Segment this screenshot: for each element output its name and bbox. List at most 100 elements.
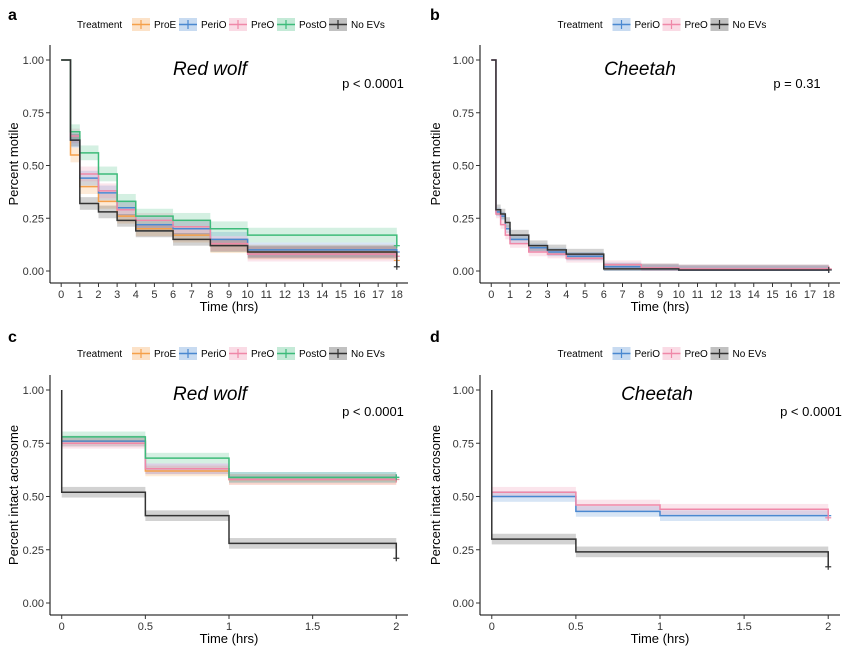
p-value: p < 0.0001 xyxy=(342,76,404,91)
x-tick-label: 0 xyxy=(59,621,65,633)
x-tick-label: 3 xyxy=(114,289,120,301)
legend-label: PeriO xyxy=(201,20,227,31)
legend-label: PeriO xyxy=(635,349,661,360)
x-tick-label: 15 xyxy=(766,289,778,301)
x-tick-label: 1 xyxy=(226,621,232,633)
legend-label: PreO xyxy=(685,20,709,31)
x-axis-title: Time (hrs) xyxy=(631,631,690,646)
legend-item: PeriO xyxy=(179,18,227,31)
x-tick-label: 5 xyxy=(151,289,157,301)
y-tick-label: 0.50 xyxy=(453,161,474,173)
x-tick-label: 3 xyxy=(544,289,550,301)
y-tick-label: 0.25 xyxy=(453,213,474,225)
survival-curve-no-evs xyxy=(61,59,398,267)
y-tick-label: 0.75 xyxy=(453,108,474,120)
y-tick-label: 0.00 xyxy=(23,266,44,278)
survival-curve-posto xyxy=(61,436,397,479)
legend-item: No EVs xyxy=(710,347,767,360)
x-tick-label: 12 xyxy=(279,289,291,301)
legend-title: Treatment xyxy=(558,349,603,360)
y-tick-label: 0.75 xyxy=(23,108,44,120)
survival-curve-perio xyxy=(491,495,829,517)
p-value: p < 0.0001 xyxy=(780,404,842,419)
legend-title: Treatment xyxy=(77,20,122,31)
x-tick-label: 6 xyxy=(601,289,607,301)
survival-curve-no-evs xyxy=(491,390,829,567)
survival-curve-preo xyxy=(61,442,397,481)
x-tick-label: 10 xyxy=(242,289,254,301)
x-tick-label: 1.5 xyxy=(736,621,751,633)
x-tick-label: 2 xyxy=(95,289,101,301)
x-tick-label: 13 xyxy=(297,289,309,301)
legend-label: No EVs xyxy=(351,349,385,360)
x-tick-label: 10 xyxy=(673,289,685,301)
panel-c: c Treatment ProE PeriO PreO PostO No EVs 0.00 0.… xyxy=(6,329,408,646)
legend-label: No EVs xyxy=(733,349,767,360)
legend-label: No EVs xyxy=(733,20,767,31)
y-axis-title: Percent motile xyxy=(428,122,443,205)
y-tick-label: 0.25 xyxy=(23,213,44,225)
panel-title: Red wolf xyxy=(173,59,249,80)
legend-item: PreO xyxy=(662,347,708,360)
y-tick-label: 1.00 xyxy=(23,55,44,67)
legend-item: No EVs xyxy=(329,347,385,360)
x-tick-label: 1.5 xyxy=(305,621,320,633)
x-tick-label: 17 xyxy=(804,289,816,301)
y-axis-title: Percent intact acrosome xyxy=(428,425,443,565)
survival-curve-preo xyxy=(491,59,829,270)
p-value: p = 0.31 xyxy=(773,76,820,91)
x-tick-label: 11 xyxy=(692,289,703,301)
legend-item: PreO xyxy=(662,18,709,31)
panel-a: a Treatment ProE PeriO PreO PostO No EVs 0.00 0.… xyxy=(6,7,408,314)
y-axis-title: Percent intact acrosome xyxy=(6,425,21,565)
survival-curves xyxy=(60,390,400,562)
y-tick-label: 0.50 xyxy=(23,492,44,504)
y-tick-label: 0.25 xyxy=(23,545,44,557)
legend-label: PeriO xyxy=(201,349,227,360)
x-tick-label: 0.5 xyxy=(568,621,583,633)
x-tick-label: 16 xyxy=(785,289,797,301)
legend-item: ProE xyxy=(132,347,177,360)
y-axis-title: Percent motile xyxy=(6,122,21,205)
x-tick-label: 1 xyxy=(507,289,513,301)
y-tick-label: 0.75 xyxy=(453,438,474,450)
x-tick-label: 0 xyxy=(58,289,64,301)
x-axis-title: Time (hrs) xyxy=(631,299,690,314)
x-tick-label: 11 xyxy=(261,289,272,301)
x-tick-label: 14 xyxy=(316,289,328,301)
survival-curve-no-evs xyxy=(60,390,398,559)
y-tick-label: 1.00 xyxy=(453,385,474,397)
ci-bands xyxy=(70,124,397,262)
x-tick-label: 1 xyxy=(77,289,83,301)
legend-item: No EVs xyxy=(710,18,767,31)
y-tick-label: 0.50 xyxy=(453,492,474,504)
x-tick-label: 1 xyxy=(657,621,663,633)
x-axis-title: Time (hrs) xyxy=(200,299,259,314)
survival-curve-posto xyxy=(61,59,398,246)
x-tick-label: 2 xyxy=(393,621,399,633)
ci-band-preo xyxy=(678,264,829,271)
ci-bands xyxy=(491,486,829,558)
legend-item: PeriO xyxy=(179,347,227,360)
x-tick-label: 2 xyxy=(825,621,831,633)
x-tick-label: 7 xyxy=(619,289,625,301)
x-tick-label: 16 xyxy=(353,289,365,301)
legend-title: Treatment xyxy=(558,20,603,31)
survival-curve-perio xyxy=(491,59,829,271)
survival-curve-no-evs xyxy=(491,59,829,271)
legend-label: PreO xyxy=(251,20,275,31)
legend-title: Treatment xyxy=(77,349,122,360)
panel-letter: d xyxy=(430,329,440,346)
x-tick-label: 14 xyxy=(748,289,760,301)
x-tick-label: 15 xyxy=(335,289,347,301)
x-tick-label: 6 xyxy=(170,289,176,301)
panel-letter: c xyxy=(8,329,17,346)
legend-item: PreO xyxy=(229,18,275,31)
panel-b: b Treatment PeriO PreO No EVs 0.00 0.25 0.50 0.7… xyxy=(428,7,840,314)
legend-label: ProE xyxy=(154,349,177,360)
survival-curves xyxy=(61,59,400,270)
x-tick-label: 0 xyxy=(488,289,494,301)
x-tick-label: 8 xyxy=(638,289,644,301)
x-tick-label: 9 xyxy=(657,289,663,301)
